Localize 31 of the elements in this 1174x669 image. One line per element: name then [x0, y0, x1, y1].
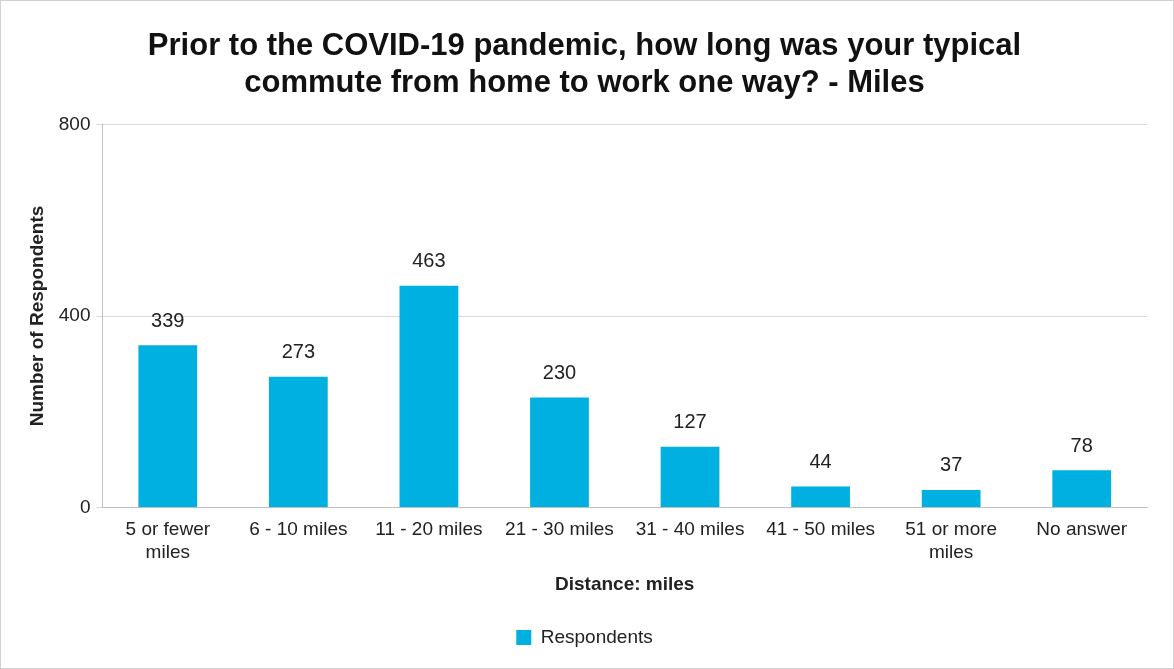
x-axis-title: Distance: miles: [555, 572, 695, 594]
x-tick-label: 11 - 20 miles: [375, 518, 483, 540]
x-tick-label: 6 - 10 miles: [249, 518, 348, 540]
x-tick-label: No answer: [1036, 518, 1128, 540]
data-label: 339: [151, 308, 185, 331]
bar: [791, 486, 850, 508]
legend-label: Respondents: [540, 625, 653, 647]
bar: [660, 446, 720, 508]
y-axis-title: Number of Respondents: [25, 205, 47, 427]
chart-title: Prior to the COVID-19 pandemic, how long was your typical commute from home to work one way? - Miles: [147, 27, 1022, 100]
data-label: 273: [281, 340, 316, 363]
bar: [399, 285, 459, 508]
data-label: 230: [542, 360, 577, 383]
data-label: 44: [809, 450, 832, 473]
bar: [1052, 470, 1112, 508]
x-tick-label: 31 - 40 miles: [635, 518, 745, 540]
bar: [921, 489, 981, 508]
bar: [268, 376, 328, 508]
bar: [138, 345, 198, 508]
y-tick-label: 400: [58, 304, 91, 326]
data-label: 37: [940, 453, 963, 476]
x-tick-label: 5 or fewer miles: [125, 518, 211, 563]
data-label: 463: [412, 249, 446, 272]
y-tick-label: 800: [58, 112, 91, 134]
bar: [530, 397, 589, 508]
data-label: 78: [1070, 433, 1093, 456]
x-tick-label: 51 or more miles: [905, 518, 998, 563]
x-tick-label: 41 - 50 miles: [766, 518, 875, 540]
data-label: 127: [673, 410, 707, 433]
y-tick-label: 0: [79, 495, 91, 517]
x-tick-label: 21 - 30 miles: [505, 518, 614, 540]
